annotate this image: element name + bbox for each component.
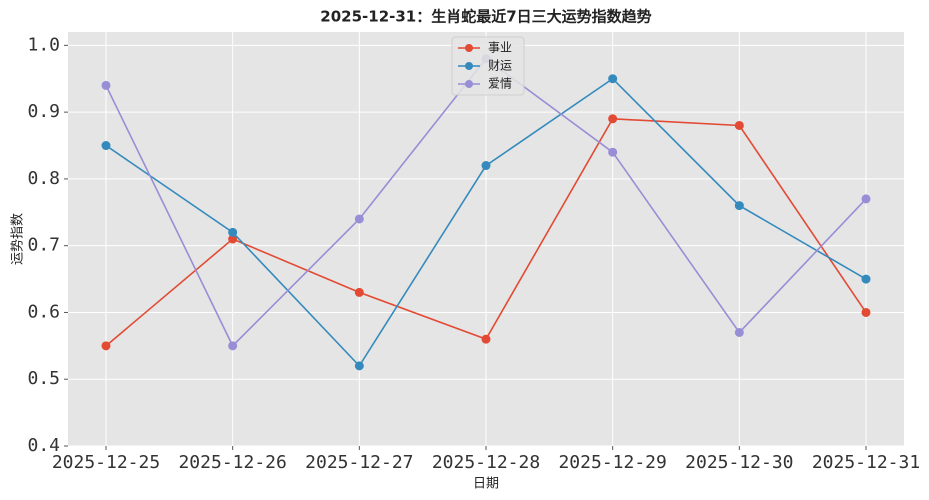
data-point <box>861 194 871 204</box>
data-point <box>228 227 238 237</box>
x-tick-label: 2025-12-31 <box>812 452 920 473</box>
legend-marker <box>465 62 473 70</box>
x-tick-label: 2025-12-25 <box>52 452 160 473</box>
x-tick-label: 2025-12-27 <box>305 452 413 473</box>
legend-marker <box>465 80 473 88</box>
y-tick-label: 0.5 <box>27 368 60 389</box>
data-point <box>861 274 871 284</box>
legend-label: 财运 <box>488 59 512 73</box>
x-axis-label: 日期 <box>473 477 499 492</box>
y-tick-label: 1.0 <box>27 34 60 55</box>
data-point <box>481 334 491 344</box>
data-point <box>608 114 618 124</box>
data-point <box>608 74 618 84</box>
y-tick-label: 0.9 <box>27 101 60 122</box>
data-point <box>861 307 871 317</box>
data-point <box>101 341 111 351</box>
x-tick-label: 2025-12-28 <box>432 452 540 473</box>
legend-label: 事业 <box>488 41 512 55</box>
data-point <box>101 141 111 151</box>
x-tick-label: 2025-12-26 <box>178 452 286 473</box>
y-tick-label: 0.4 <box>27 435 60 456</box>
data-point <box>734 120 744 130</box>
x-tick-label: 2025-12-30 <box>685 452 793 473</box>
data-point <box>228 341 238 351</box>
y-tick-label: 0.8 <box>27 168 60 189</box>
y-axis-label: 运势指数 <box>10 213 26 265</box>
data-point <box>354 287 364 297</box>
data-point <box>608 147 618 157</box>
data-point <box>354 214 364 224</box>
x-tick-label: 2025-12-29 <box>558 452 666 473</box>
data-point <box>228 234 238 244</box>
legend-marker <box>465 44 473 52</box>
y-tick-label: 0.6 <box>27 301 60 322</box>
chart-title: 2025-12-31：生肖蛇最近7日三大运势指数趋势 <box>320 8 651 26</box>
data-point <box>481 161 491 171</box>
y-tick-label: 0.7 <box>27 235 60 256</box>
data-point <box>734 327 744 337</box>
data-point <box>734 201 744 211</box>
data-point <box>354 361 364 371</box>
legend-label: 爱情 <box>488 77 512 91</box>
data-point <box>101 80 111 90</box>
